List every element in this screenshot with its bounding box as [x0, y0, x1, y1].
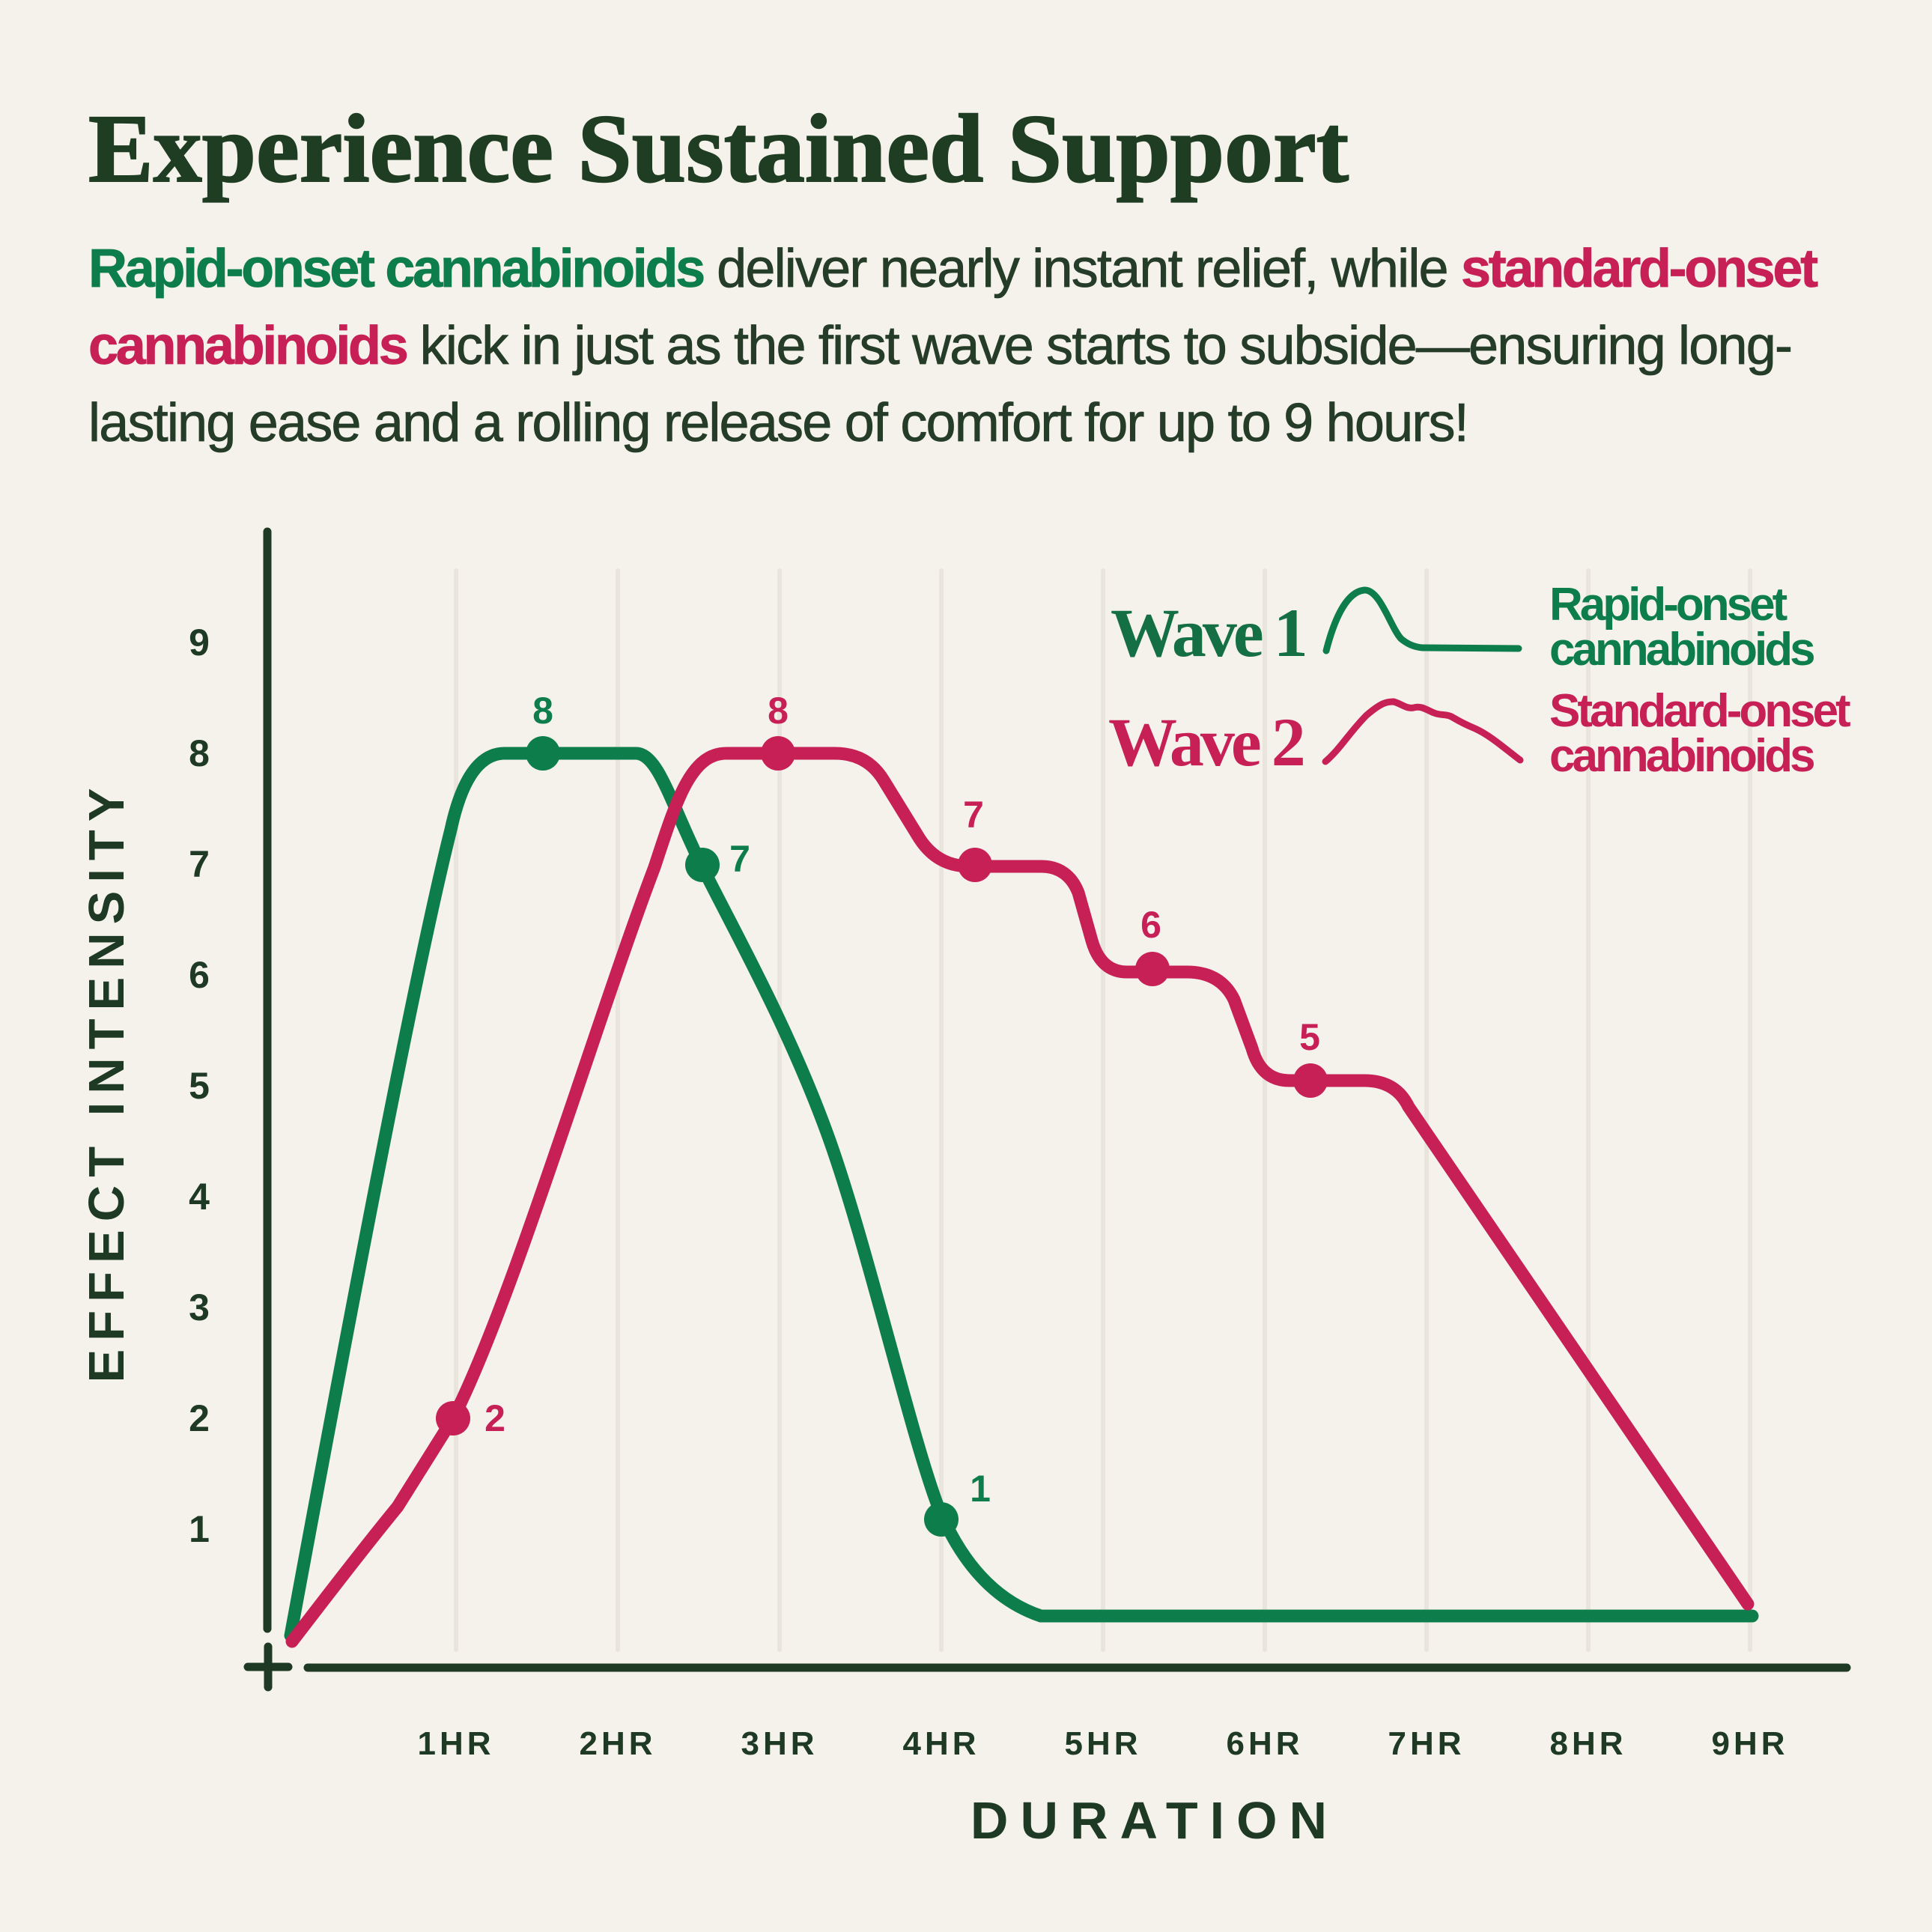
svg-text:9: 9: [189, 622, 210, 663]
svg-text:9HR: 9HR: [1711, 1725, 1788, 1762]
svg-text:cannabinoids: cannabinoids: [1549, 624, 1814, 675]
svg-text:6: 6: [189, 954, 210, 996]
svg-text:6HR: 6HR: [1226, 1725, 1303, 1762]
svg-text:7: 7: [729, 838, 750, 880]
svg-text:8: 8: [532, 690, 553, 732]
svg-text:4HR: 4HR: [902, 1725, 979, 1762]
svg-text:cannabinoids: cannabinoids: [1549, 730, 1814, 782]
svg-text:DURATION: DURATION: [970, 1791, 1339, 1850]
svg-text:Standard-onset: Standard-onset: [1549, 685, 1850, 737]
svg-text:8: 8: [768, 690, 789, 732]
svg-text:5: 5: [189, 1065, 210, 1107]
svg-text:8HR: 8HR: [1549, 1725, 1626, 1762]
svg-text:7HR: 7HR: [1388, 1725, 1465, 1762]
svg-text:4: 4: [189, 1176, 210, 1218]
svg-text:2: 2: [189, 1397, 210, 1439]
svg-text:1HR: 1HR: [417, 1725, 494, 1762]
svg-text:3HR: 3HR: [741, 1725, 818, 1762]
svg-text:5: 5: [1299, 1016, 1320, 1058]
svg-text:Wave 2: Wave 2: [1108, 704, 1304, 780]
svg-text:2HR: 2HR: [579, 1725, 656, 1762]
svg-text:8: 8: [189, 732, 210, 774]
svg-text:5HR: 5HR: [1064, 1725, 1141, 1762]
svg-text:1: 1: [970, 1468, 991, 1510]
svg-text:Wave 1: Wave 1: [1111, 595, 1305, 671]
svg-text:2: 2: [484, 1397, 505, 1439]
svg-text:7: 7: [189, 843, 210, 885]
svg-text:1: 1: [189, 1508, 210, 1550]
svg-text:3: 3: [189, 1287, 210, 1328]
svg-text:EFFECT INTENSITY: EFFECT INTENSITY: [79, 780, 135, 1382]
svg-text:Rapid-onset: Rapid-onset: [1549, 579, 1787, 631]
svg-text:7: 7: [963, 794, 984, 836]
svg-text:6: 6: [1140, 904, 1161, 946]
